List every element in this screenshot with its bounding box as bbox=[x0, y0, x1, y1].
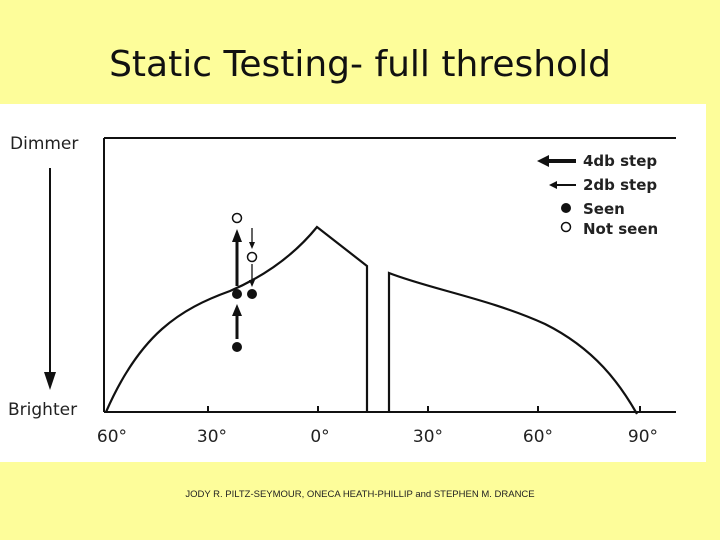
thick-arrow-up-icon bbox=[232, 229, 242, 242]
open-dot-icon bbox=[560, 221, 572, 233]
seen-dot-icon bbox=[247, 289, 257, 299]
legend: 4db step 2db step Seen Not seen bbox=[537, 152, 658, 238]
slide-title: Static Testing- full threshold bbox=[109, 44, 611, 85]
not-seen-dot-icon bbox=[246, 251, 258, 263]
x-tick-label: 90° bbox=[628, 427, 658, 447]
legend-item-4db: 4db step bbox=[537, 152, 657, 170]
legend-label-not-seen: Not seen bbox=[583, 220, 658, 238]
thin-arrow-down-icon bbox=[249, 242, 255, 249]
legend-item-2db: 2db step bbox=[549, 176, 657, 194]
credit-line: JODY R. PILTZ-SEYMOUR, ONECA HEATH-PHILL… bbox=[185, 489, 535, 500]
dimmer-label: Dimmer bbox=[10, 134, 78, 154]
not-seen-dot-icon bbox=[231, 212, 243, 224]
dimmer-brighter-arrow-icon bbox=[44, 168, 56, 390]
thick-arrow-icon bbox=[537, 155, 549, 167]
legend-label-seen: Seen bbox=[583, 200, 625, 218]
legend-item-seen: Seen bbox=[561, 200, 625, 218]
legend-label-4db: 4db step bbox=[583, 152, 657, 170]
filled-dot-icon bbox=[561, 203, 571, 213]
x-tick-marks bbox=[207, 406, 641, 412]
thick-arrow-up-icon bbox=[232, 304, 242, 316]
brighter-label: Brighter bbox=[8, 400, 77, 420]
thin-arrow-icon bbox=[549, 181, 557, 189]
legend-label-2db: 2db step bbox=[583, 176, 657, 194]
threshold-diagram: Dimmer Brighter bbox=[0, 104, 706, 462]
x-tick-labels: 60° 30° 0° 30° 60° 90° bbox=[97, 427, 658, 447]
seen-dot-icon bbox=[232, 342, 242, 352]
x-tick-label: 30° bbox=[413, 427, 443, 447]
test-sequence bbox=[231, 212, 258, 352]
x-tick-label: 60° bbox=[523, 427, 553, 447]
x-tick-label: 0° bbox=[310, 427, 329, 447]
seen-dot-icon bbox=[232, 289, 242, 299]
thin-arrow-down-icon bbox=[249, 280, 255, 287]
hill-of-vision-right bbox=[387, 271, 638, 415]
x-tick-label: 60° bbox=[97, 427, 127, 447]
hill-of-vision-left bbox=[104, 225, 369, 413]
diagram-canvas: Dimmer Brighter bbox=[8, 134, 676, 447]
legend-item-not-seen: Not seen bbox=[560, 220, 658, 238]
x-tick-label: 30° bbox=[197, 427, 227, 447]
